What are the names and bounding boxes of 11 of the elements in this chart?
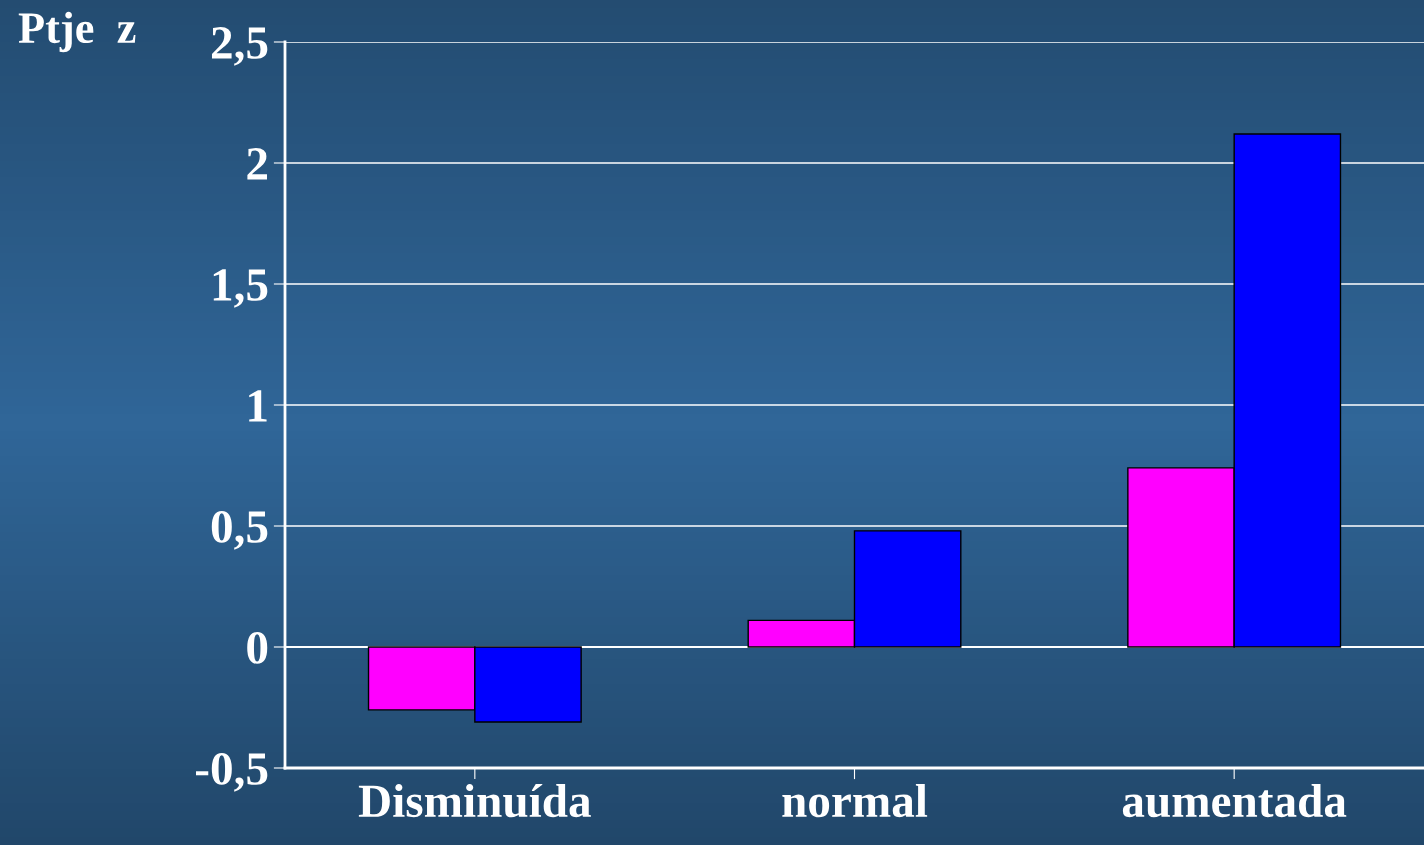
y-tick-label: 0 — [247, 631, 268, 664]
x-tick-label: Disminuída — [358, 783, 591, 818]
x-tick-label: normal — [782, 783, 928, 818]
y-tick-label: 0,5 — [211, 510, 268, 550]
y-tick-label: 2 — [247, 148, 267, 180]
y-tick-label: 1 — [249, 390, 267, 422]
y-tick-label: -0,5 — [196, 752, 268, 792]
y-tick-label: 1,5 — [213, 269, 268, 308]
y-tick-label: 2,5 — [211, 27, 268, 66]
x-tick-label: aumentada — [1122, 783, 1347, 818]
y-axis-title: Ptje z — [18, 11, 136, 53]
